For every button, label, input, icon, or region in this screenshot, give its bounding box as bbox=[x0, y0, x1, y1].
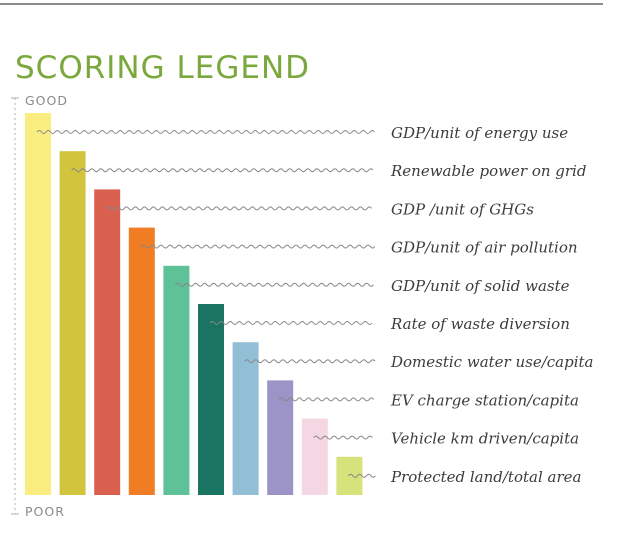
label-gdp-unit-of-ghgs: GDP /unit of GHGs bbox=[391, 200, 534, 218]
connector-gdp-unit-of-solid-waste bbox=[175, 282, 374, 287]
bar-domestic-water-use-capita bbox=[232, 342, 259, 495]
connector-renewable-power-on-grid bbox=[71, 168, 374, 173]
bar-gdp-unit-of-ghgs bbox=[94, 189, 121, 495]
bar-vehicle-km-driven-capita bbox=[301, 418, 328, 495]
label-vehicle-km-driven-capita: Vehicle km driven/capita bbox=[391, 430, 579, 448]
axis-label-good: GOOD bbox=[25, 93, 68, 108]
connector-gdp-unit-of-air-pollution bbox=[140, 244, 376, 249]
label-gdp-unit-of-air-pollution: GDP/unit of air pollution bbox=[391, 239, 578, 257]
connector-domestic-water-use-capita bbox=[244, 359, 376, 364]
connector-rate-of-waste-diversion bbox=[209, 321, 373, 325]
axis-label-poor: POOR bbox=[25, 504, 65, 519]
labels-group: GDP/unit of energy use Renewable power on… bbox=[390, 124, 593, 486]
label-protected-land-total-area: Protected land/total area bbox=[390, 468, 581, 486]
label-rate-of-waste-diversion: Rate of waste diversion bbox=[390, 315, 570, 333]
label-ev-charge-station-capita: EV charge station/capita bbox=[390, 391, 579, 409]
connector-gdp-unit-of-ghgs bbox=[105, 206, 373, 211]
connector-vehicle-km-driven-capita bbox=[313, 435, 373, 440]
chart-title: SCORING LEGEND bbox=[15, 50, 310, 86]
bar-gdp-unit-of-energy-use bbox=[25, 113, 51, 495]
label-gdp-unit-of-energy-use: GDP/unit of energy use bbox=[391, 124, 568, 142]
bar-gdp-unit-of-solid-waste bbox=[163, 265, 190, 495]
label-domestic-water-use-capita: Domestic water use/capita bbox=[390, 353, 593, 371]
connector-ev-charge-station-capita bbox=[278, 397, 375, 402]
bar-ev-charge-station-capita bbox=[267, 380, 294, 495]
label-gdp-unit-of-solid-waste: GDP/unit of solid waste bbox=[391, 277, 570, 295]
top-rule bbox=[0, 3, 603, 5]
connectors-group bbox=[36, 130, 376, 478]
connector-gdp-unit-of-energy-use bbox=[36, 130, 375, 134]
label-renewable-power-on-grid: Renewable power on grid bbox=[390, 162, 586, 180]
bar-renewable-power-on-grid bbox=[59, 151, 86, 495]
connector-protected-land-total-area bbox=[348, 473, 376, 478]
bar-rate-of-waste-diversion bbox=[198, 304, 224, 495]
bar-gdp-unit-of-air-pollution bbox=[128, 227, 155, 495]
bars-group bbox=[25, 113, 363, 495]
bar-protected-land-total-area bbox=[336, 456, 363, 495]
